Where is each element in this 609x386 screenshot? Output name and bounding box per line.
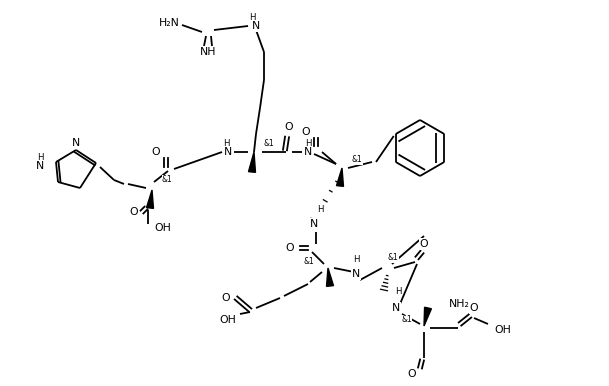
Text: N: N (72, 138, 80, 148)
Polygon shape (248, 152, 256, 172)
Text: O: O (420, 239, 428, 249)
Text: N: N (310, 219, 318, 229)
Text: H: H (304, 139, 311, 147)
Text: OH: OH (494, 325, 511, 335)
Text: N: N (392, 303, 400, 313)
Text: NH₂: NH₂ (449, 299, 470, 309)
Text: O: O (129, 207, 138, 217)
Text: N: N (252, 21, 260, 31)
Text: O: O (407, 369, 417, 379)
Text: H: H (353, 256, 359, 264)
Text: &1: &1 (303, 257, 314, 266)
Polygon shape (424, 307, 431, 326)
Text: O: O (470, 303, 478, 313)
Text: O: O (284, 122, 294, 132)
Text: H: H (317, 205, 323, 215)
Text: N: N (36, 161, 44, 171)
Text: H: H (248, 14, 255, 22)
Text: OH: OH (219, 315, 236, 325)
Text: O: O (301, 127, 310, 137)
Text: O: O (286, 243, 294, 253)
Text: &1: &1 (352, 156, 363, 164)
Text: &1: &1 (388, 254, 399, 262)
Text: O: O (222, 293, 230, 303)
Text: &1: &1 (401, 315, 412, 325)
Text: OH: OH (154, 223, 171, 233)
Text: H: H (38, 152, 44, 161)
Text: &1: &1 (264, 139, 275, 149)
Text: N: N (352, 269, 360, 279)
Text: N: N (304, 147, 312, 157)
Text: O: O (152, 147, 160, 157)
Text: H: H (223, 139, 229, 147)
Text: N: N (224, 147, 232, 157)
Polygon shape (326, 268, 334, 286)
Text: H₂N: H₂N (159, 18, 180, 28)
Polygon shape (147, 190, 153, 208)
Text: &1: &1 (162, 176, 173, 185)
Text: NH: NH (200, 47, 216, 57)
Polygon shape (337, 168, 343, 186)
Text: H: H (395, 288, 401, 296)
